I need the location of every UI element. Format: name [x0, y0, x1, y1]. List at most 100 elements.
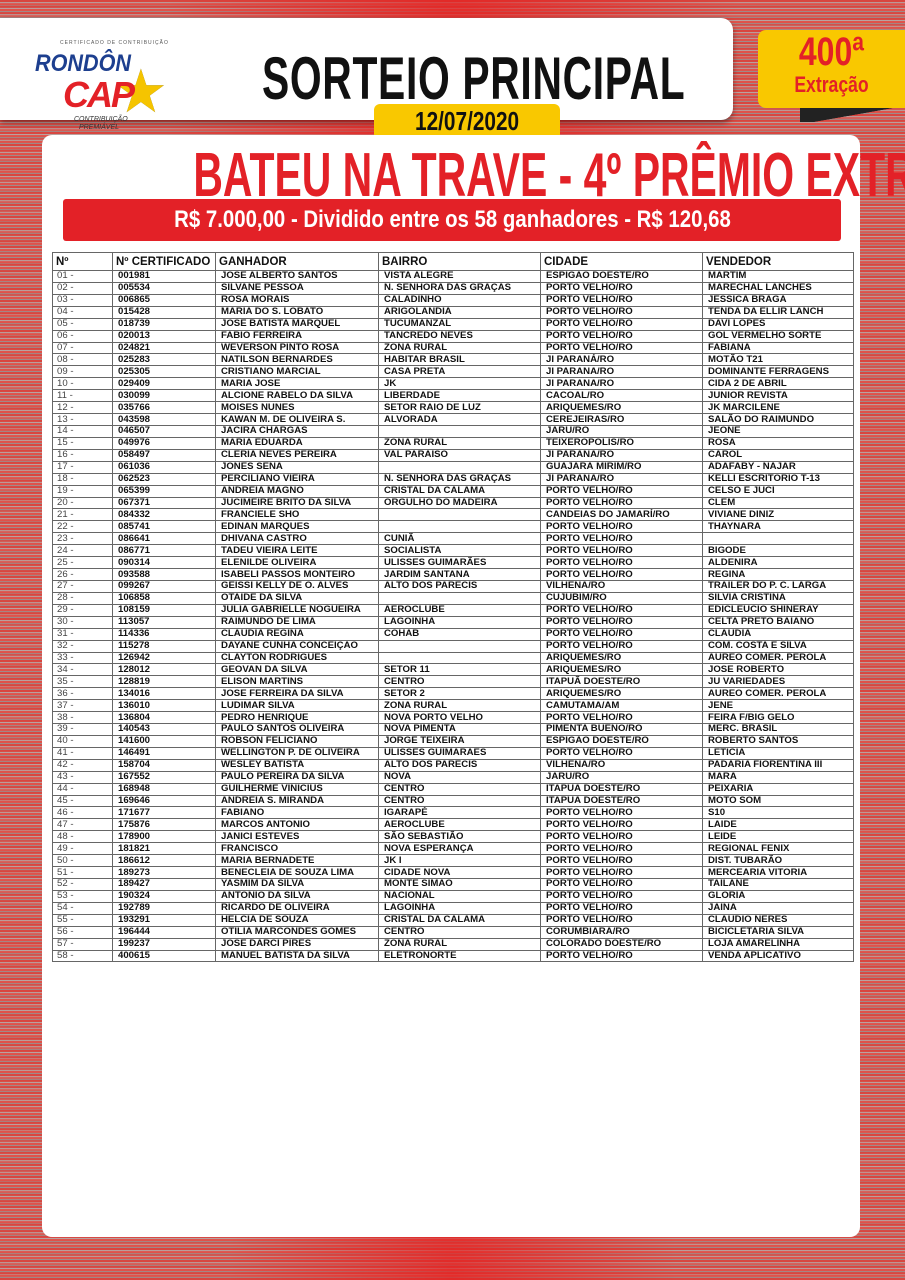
cell-certificate: 061036 [112, 460, 216, 474]
cell-winner: ELISON MARTINS [215, 675, 379, 689]
table-row: 56 -196444 OTILIA MARCONDES GOMES CENTRO CO… [52, 925, 854, 939]
cell-seller: LEIDE [702, 830, 854, 844]
cell-winner: ROSA MORAIS [215, 293, 379, 307]
cell-winner: HELCIA DE SOUZA [215, 913, 379, 927]
cell-seller: JOSE ROBERTO [702, 663, 854, 677]
cell-seller: LOJA AMARELINHA [702, 937, 854, 951]
cell-number: 11 - [52, 389, 113, 403]
table-row: 13 -043598 KAWAN M. DE OLIVEIRA S. ALVORAD… [52, 413, 854, 426]
cell-certificate: 085741 [112, 520, 216, 534]
table-row: 03 -006865 ROSA MORAIS CALADINHO PORTO VELH… [52, 293, 854, 307]
cell-number: 03 - [52, 293, 113, 307]
cell-seller: JUNIOR REVISTA [702, 389, 854, 403]
cell-city: ARIQUEMES/RO [540, 663, 703, 677]
cell-seller: FEIRA F/BIG GELO [702, 711, 854, 725]
cell-neighborhood: CRISTAL DA CALAMA [378, 484, 541, 498]
cell-seller: AUREO COMER. PEROLA [702, 651, 854, 665]
cell-seller: ROSA [702, 436, 854, 450]
cell-number: 36 - [52, 687, 113, 701]
cell-certificate: 199237 [112, 937, 216, 951]
cell-certificate: 171677 [112, 806, 216, 820]
cell-neighborhood: ELETRONORTE [378, 949, 541, 963]
cell-number: 25 - [52, 556, 113, 570]
table-row: 31 -114336 CLAUDIA REGINA COHAB PORTO VELHO… [52, 627, 854, 641]
cell-winner: ANTONIO DA SILVA [215, 889, 379, 903]
table-row: 22 -085741 EDINAN MARQUES PORTO VELHO/RO TH… [52, 520, 854, 534]
cell-number: 44 - [52, 782, 113, 796]
cell-seller: JENE [702, 699, 854, 713]
cell-city: PORTO VELHO/RO [540, 746, 703, 760]
cell-certificate: 065399 [112, 484, 216, 498]
cell-city: ESPIGÃO DOESTE/RO [540, 734, 703, 748]
cell-city: CACOAL/RO [540, 389, 703, 403]
cell-neighborhood: ARIGOLANDIA [378, 305, 541, 319]
cell-city: VILHENA/RO [540, 579, 703, 593]
cell-certificate: 084332 [112, 508, 216, 522]
cell-number: 58 - [52, 949, 113, 963]
cell-seller: AUREO COMER. PEROLA [702, 687, 854, 701]
cell-city: JI PARANÁ/RO [540, 353, 703, 367]
cell-neighborhood: ALTO DOS PARECIS [378, 758, 541, 772]
cell-city: CORUMBIARA/RO [540, 925, 703, 939]
cell-neighborhood: CASA PRETA [378, 365, 541, 379]
extraction-badge: 400ª Extração [758, 30, 905, 108]
cell-number: 05 - [52, 317, 113, 331]
table-row: 25 -090314 ELENILDE OLIVEIRA ULISSES GUIMA… [52, 556, 854, 570]
cell-city: PORTO VELHO/RO [540, 639, 703, 653]
cell-neighborhood: CIDADE NOVA [378, 866, 541, 880]
cell-number: 49 - [52, 842, 113, 856]
cell-winner: CRISTIANO MARCIAL [215, 365, 379, 379]
extraction-number: 400ª [798, 30, 865, 74]
table-row: 57 -199237 JOSE DARCI PIRES ZONA RURAL COLO… [52, 937, 854, 951]
cell-certificate: 168948 [112, 782, 216, 796]
cell-number: 08 - [52, 353, 113, 367]
logo-brand-top: RONDÔN [35, 50, 132, 77]
cell-seller: JESSICA BRAGA [702, 293, 854, 307]
cell-number: 18 - [52, 472, 113, 486]
cell-seller: CELSO E JUCI [702, 484, 854, 498]
cell-number: 14 - [52, 424, 113, 438]
cell-winner: JOSE ALBERTO SANTOS [215, 270, 379, 283]
cell-certificate: 049976 [112, 436, 216, 450]
prize-summary-text: R$ 7.000,00 - Dividido entre os 58 ganha… [173, 206, 731, 233]
cell-certificate: 093588 [112, 568, 216, 581]
cell-neighborhood: VAL PARAISO [378, 448, 541, 462]
extraction-shadow [800, 108, 905, 122]
cell-number: 53 - [52, 889, 113, 903]
cell-certificate: 067371 [112, 496, 216, 510]
cell-winner: NATILSON BERNARDES [215, 353, 379, 367]
cell-city: PORTO VELHO/RO [540, 615, 703, 629]
cell-city: PORTO VELHO/RO [540, 866, 703, 880]
table-row: 19 -065399 ANDREIA MAGNO CRISTAL DA CALAMA… [52, 484, 854, 498]
table-row: 06 -020013 FABIO FERREIRA TANCREDO NEVES PO… [52, 329, 854, 343]
cell-city: CANDEIAS DO JAMARÍ/RO [540, 508, 703, 522]
table-row: 08 -025283 NATILSON BERNARDES HABITAR BRAS… [52, 353, 854, 367]
cell-certificate: 035766 [112, 401, 216, 415]
table-row: 12 -035766 MOISES NUNES SETOR RAIO DE LUZ A… [52, 401, 854, 415]
cell-number: 02 - [52, 281, 113, 295]
cell-number: 45 - [52, 794, 113, 808]
cell-number: 26 - [52, 568, 113, 581]
cell-certificate: 058497 [112, 448, 216, 462]
cell-city: PORTO VELHO/RO [540, 603, 703, 617]
cell-winner: JULIA GABRIELLE NOGUEIRA [215, 603, 379, 617]
cell-city: PORTO VELHO/RO [540, 556, 703, 570]
cell-city: CAMUTAMA/AM [540, 699, 703, 713]
cell-seller: TENDA DA ELLIR LANCH [702, 305, 854, 319]
table-row: 47 -175876 MARCOS ANTONIO AEROCLUBE PORTO V… [52, 818, 854, 832]
table-row: 05 -018739 JOSÉ BATISTA MARQUEL TUCUMANZAL… [52, 317, 854, 331]
cell-number: 24 - [52, 544, 113, 558]
cell-city: PIMENTA BUENO/RO [540, 723, 703, 736]
cell-certificate: 006865 [112, 293, 216, 307]
cell-certificate: 043598 [112, 413, 216, 426]
cell-certificate: 005534 [112, 281, 216, 295]
cell-number: 38 - [52, 711, 113, 725]
cell-city: VILHENA/RO [540, 758, 703, 772]
cell-winner: CLAYTON RODRIGUES [215, 651, 379, 665]
cell-certificate: 158704 [112, 758, 216, 772]
table-row: 02 -005534 SILVANE PESSOA N. SENHORA DAS G… [52, 281, 854, 295]
cell-neighborhood: NACIONAL [378, 889, 541, 903]
cell-neighborhood: JARDIM SANTANA [378, 568, 541, 581]
cell-certificate: 141600 [112, 734, 216, 748]
cell-certificate: 015428 [112, 305, 216, 319]
